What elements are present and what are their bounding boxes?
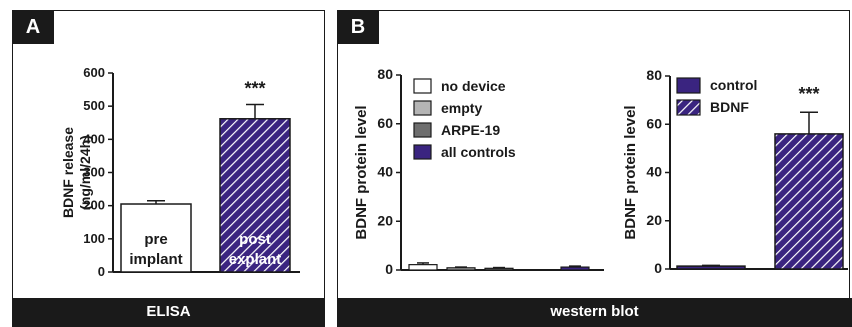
bar-2	[484, 267, 514, 271]
y-tick-label: 80	[377, 66, 393, 82]
y-tick-label: 0	[654, 260, 662, 276]
bar-0	[408, 264, 438, 271]
y-tick-label: 600	[83, 65, 105, 80]
y-tick-label: 0	[385, 261, 393, 277]
y-tick-label: 80	[646, 67, 662, 83]
legend-swatch	[413, 144, 432, 160]
legend-label: empty	[441, 100, 482, 116]
y-axis-label: BDNF protein level	[622, 105, 639, 239]
y-tick-label: 60	[377, 115, 393, 131]
significance-marker: ***	[798, 84, 819, 104]
footer-western-blot: western blot	[337, 298, 852, 327]
y-tick-label: 20	[377, 212, 393, 228]
legend-swatch	[676, 77, 701, 94]
legend-label: all controls	[441, 144, 516, 160]
y-tick-label: 60	[646, 115, 662, 131]
bar-1	[774, 133, 844, 270]
legend-label: control	[710, 77, 757, 93]
bar-1	[219, 118, 291, 273]
legend-label: no device	[441, 78, 506, 94]
legend-swatch	[413, 78, 432, 94]
bar-label: post	[239, 231, 271, 248]
legend-label: ARPE-19	[441, 122, 500, 138]
y-tick-label: 100	[83, 231, 105, 246]
legend-swatch	[413, 100, 432, 116]
y-axis-label: BDNF protein level	[353, 105, 370, 239]
y-tick-label: 200	[83, 198, 105, 213]
y-tick-label: 20	[646, 212, 662, 228]
y-tick-label: 40	[377, 164, 393, 180]
y-axis-label: BDNF release	[60, 127, 76, 218]
y-tick-label: 500	[83, 98, 105, 113]
bar-1	[446, 267, 476, 271]
y-tick-label: 40	[646, 164, 662, 180]
legend-label: BDNF	[710, 99, 749, 115]
significance-marker: ***	[244, 79, 265, 99]
legend-swatch	[413, 122, 432, 138]
y-axis-label-units: (ng/ml/24h)	[77, 135, 93, 210]
bar-label: pre	[144, 231, 167, 248]
legend-swatch	[676, 99, 701, 116]
bar-3	[560, 266, 590, 271]
bar-label: explant	[229, 251, 282, 268]
bar-0	[120, 203, 192, 273]
y-tick-label: 400	[83, 131, 105, 146]
footer-elisa: ELISA	[12, 298, 325, 327]
panel-b-label: B	[337, 10, 379, 44]
bar-label: implant	[129, 251, 182, 268]
panel-a-label: A	[12, 10, 54, 44]
y-tick-label: 300	[83, 165, 105, 180]
bar-0	[676, 265, 746, 270]
y-tick-label: 0	[98, 264, 105, 279]
